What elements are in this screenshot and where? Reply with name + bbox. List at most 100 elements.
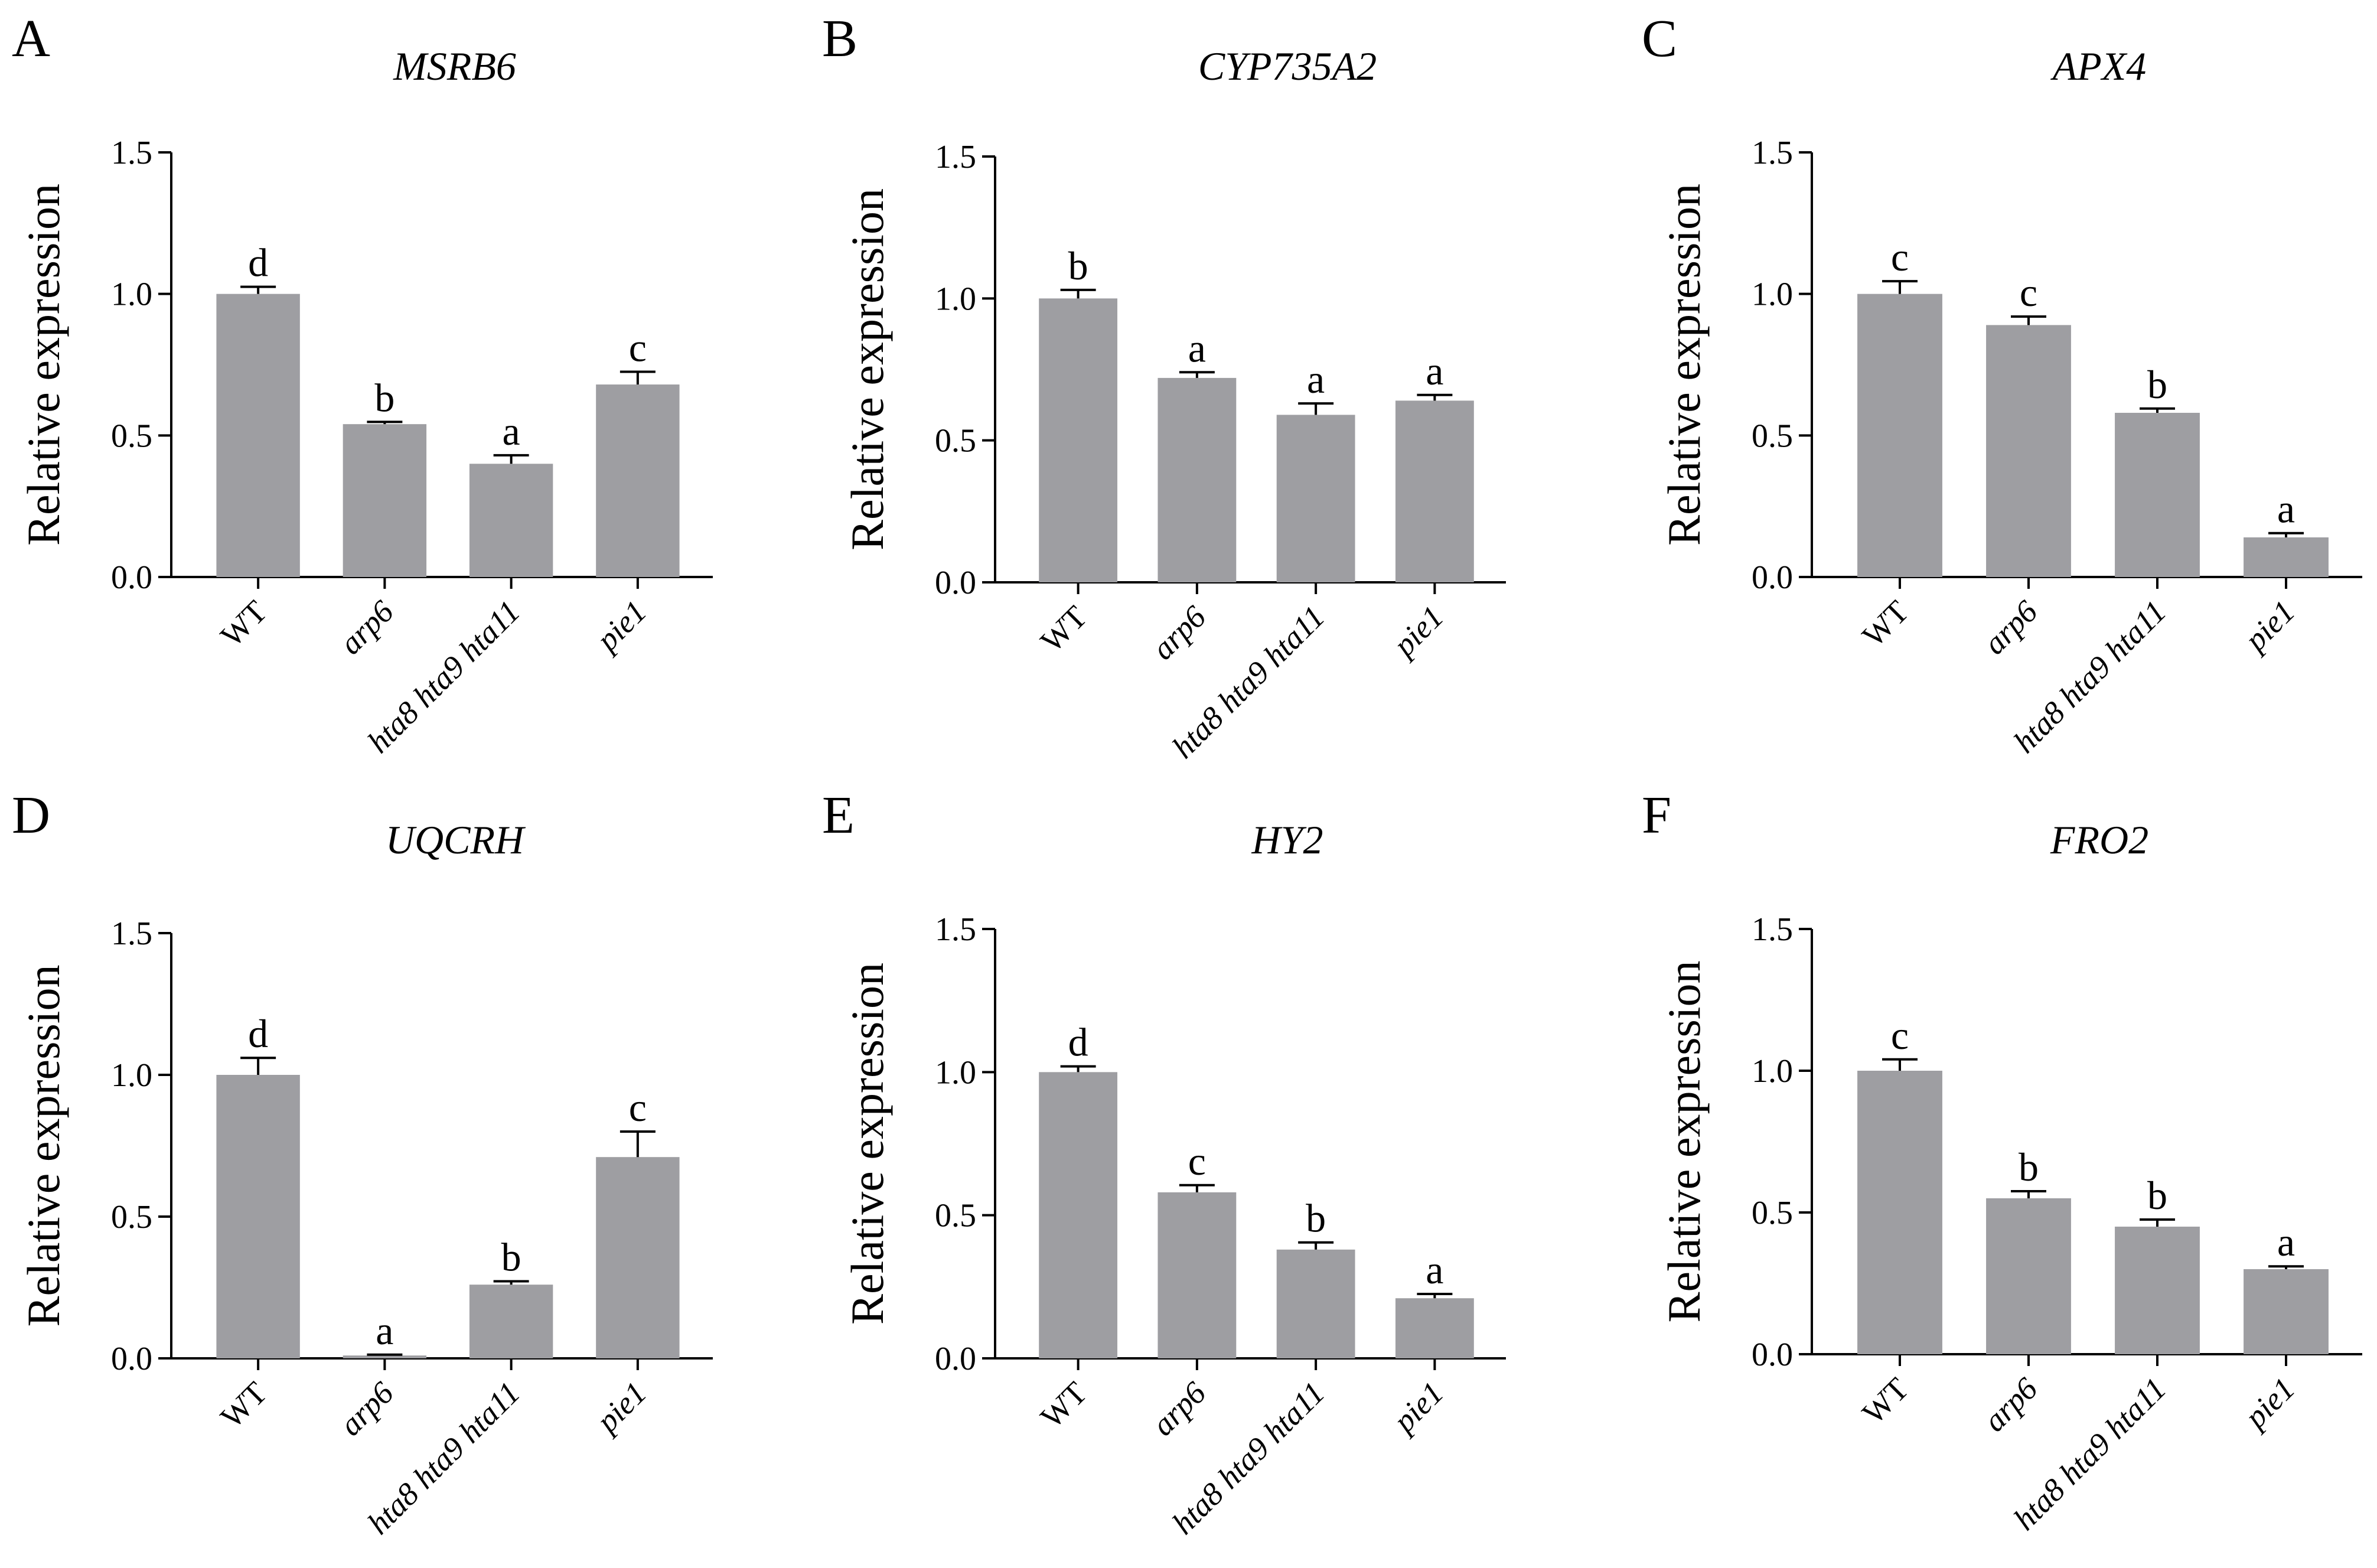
- y-axis-label: Relative expression: [1658, 184, 1710, 546]
- panel-b: B CYP735A2 Relative expression 0.0 0.5 1.0 1.5…: [822, 9, 1506, 765]
- y-tick-label: 1.5: [111, 915, 152, 952]
- panel-f: F FRO2 Relative expression 0.0 0.5 1.0 1.5 c WT b…: [1642, 786, 2362, 1537]
- x-tick-label: arp6: [1977, 1371, 2045, 1439]
- chart-title: UQCRH: [386, 817, 526, 862]
- significance-label: c: [1891, 1013, 1909, 1058]
- bar: [469, 464, 553, 577]
- bar: [2115, 1227, 2200, 1354]
- panel-letter: D: [12, 786, 50, 845]
- y-tick-label: 1.0: [935, 1054, 976, 1091]
- panel-letter: C: [1642, 9, 1677, 68]
- y-tick-label: 0.5: [1752, 1195, 1793, 1231]
- y-tick-label: 0.0: [1752, 559, 1793, 596]
- bar: [469, 1285, 553, 1358]
- significance-label: d: [1068, 1020, 1088, 1065]
- y-axis-label: Relative expression: [842, 188, 893, 550]
- y-tick-label: 1.5: [1752, 911, 1793, 948]
- y-tick-label: 0.0: [1752, 1336, 1793, 1373]
- x-tick-label: pie1: [1385, 1375, 1450, 1440]
- bar: [1857, 1071, 1942, 1354]
- panel-letter: B: [822, 9, 857, 68]
- chart-title: CYP735A2: [1198, 44, 1377, 89]
- bar: [596, 384, 680, 577]
- y-tick-label: 1.5: [935, 911, 976, 948]
- y-tick-label: 0.5: [935, 1198, 976, 1234]
- y-axis-label: Relative expression: [1658, 961, 1710, 1323]
- y-tick-label: 0.5: [111, 418, 152, 454]
- significance-label: b: [2019, 1145, 2039, 1189]
- y-tick-label: 0.0: [111, 559, 152, 596]
- y-tick-label: 0.5: [935, 423, 976, 459]
- significance-label: a: [1188, 325, 1206, 370]
- chart-title: FRO2: [2050, 817, 2148, 862]
- significance-label: a: [1426, 348, 1443, 393]
- y-tick-label: 0.0: [935, 565, 976, 601]
- x-tick-label: WT: [1033, 599, 1094, 659]
- bar: [2115, 412, 2200, 577]
- y-tick-label: 1.5: [1752, 135, 1793, 171]
- significance-label: a: [2277, 487, 2295, 532]
- significance-label: a: [376, 1308, 393, 1353]
- y-tick-label: 0.5: [1752, 418, 1793, 454]
- chart-title: APX4: [2050, 44, 2147, 89]
- bar: [343, 1355, 427, 1358]
- x-tick-label: WT: [1033, 1375, 1094, 1435]
- panel-a: A MSRB6 Relative expression 0.0 0.5 1.0 1.5 d WT…: [12, 9, 713, 759]
- chart-title: HY2: [1251, 817, 1323, 862]
- x-tick-label: pie1: [588, 1375, 653, 1440]
- x-tick-label: WT: [214, 594, 274, 654]
- x-tick-label: pie1: [2236, 594, 2301, 659]
- significance-label: b: [2147, 1173, 2167, 1218]
- significance-label: c: [629, 1085, 647, 1130]
- bar: [343, 424, 427, 577]
- x-tick-label: pie1: [2236, 1371, 2301, 1436]
- x-tick-label: WT: [214, 1375, 274, 1435]
- y-tick-label: 1.0: [1752, 276, 1793, 313]
- x-tick-label: WT: [1856, 594, 1916, 654]
- y-tick-label: 0.5: [111, 1199, 152, 1236]
- significance-label: c: [1891, 234, 1909, 279]
- bar: [216, 1075, 300, 1358]
- y-tick-label: 0.0: [111, 1341, 152, 1377]
- bar: [1986, 1198, 2071, 1354]
- significance-label: c: [629, 325, 647, 370]
- y-axis-label: Relative expression: [842, 963, 893, 1325]
- bar: [596, 1157, 680, 1358]
- bar: [1395, 400, 1474, 582]
- significance-label: a: [503, 409, 520, 454]
- chart-title: MSRB6: [393, 44, 516, 89]
- x-tick-label: arp6: [1145, 599, 1213, 667]
- bar: [2244, 537, 2329, 577]
- y-tick-label: 0.0: [935, 1341, 976, 1377]
- x-tick-label: pie1: [1385, 599, 1450, 664]
- panel-letter: E: [822, 786, 855, 845]
- panel-letter: A: [12, 9, 50, 68]
- significance-label: a: [2277, 1220, 2295, 1264]
- x-tick-label: arp6: [332, 594, 400, 661]
- bar: [1039, 1072, 1118, 1358]
- x-tick-label: arp6: [332, 1375, 400, 1443]
- bar: [1276, 415, 1355, 582]
- bar: [1157, 377, 1237, 582]
- panel-d: D UQCRH Relative expression 0.0 0.5 1.0 1.5 d WT…: [12, 786, 713, 1541]
- significance-label: a: [1426, 1247, 1443, 1292]
- y-tick-label: 1.0: [1752, 1053, 1793, 1090]
- significance-label: c: [1188, 1139, 1206, 1184]
- panel-letter: F: [1642, 786, 1671, 845]
- significance-label: b: [1306, 1196, 1326, 1241]
- y-tick-label: 1.0: [111, 276, 152, 313]
- y-axis-label: Relative expression: [18, 184, 69, 546]
- bar: [1039, 298, 1118, 582]
- panel-e: E HY2 Relative expression 0.0 0.5 1.0 1.5 d WT c a…: [822, 786, 1506, 1541]
- x-tick-label: arp6: [1145, 1375, 1213, 1443]
- bar: [1857, 294, 1942, 577]
- significance-label: b: [1068, 243, 1088, 288]
- bar: [216, 294, 300, 577]
- y-axis-label: Relative expression: [18, 965, 69, 1327]
- bar: [2244, 1269, 2329, 1354]
- significance-label: b: [501, 1234, 521, 1279]
- significance-label: a: [1307, 357, 1325, 402]
- bar: [1986, 325, 2071, 577]
- significance-label: d: [248, 240, 268, 285]
